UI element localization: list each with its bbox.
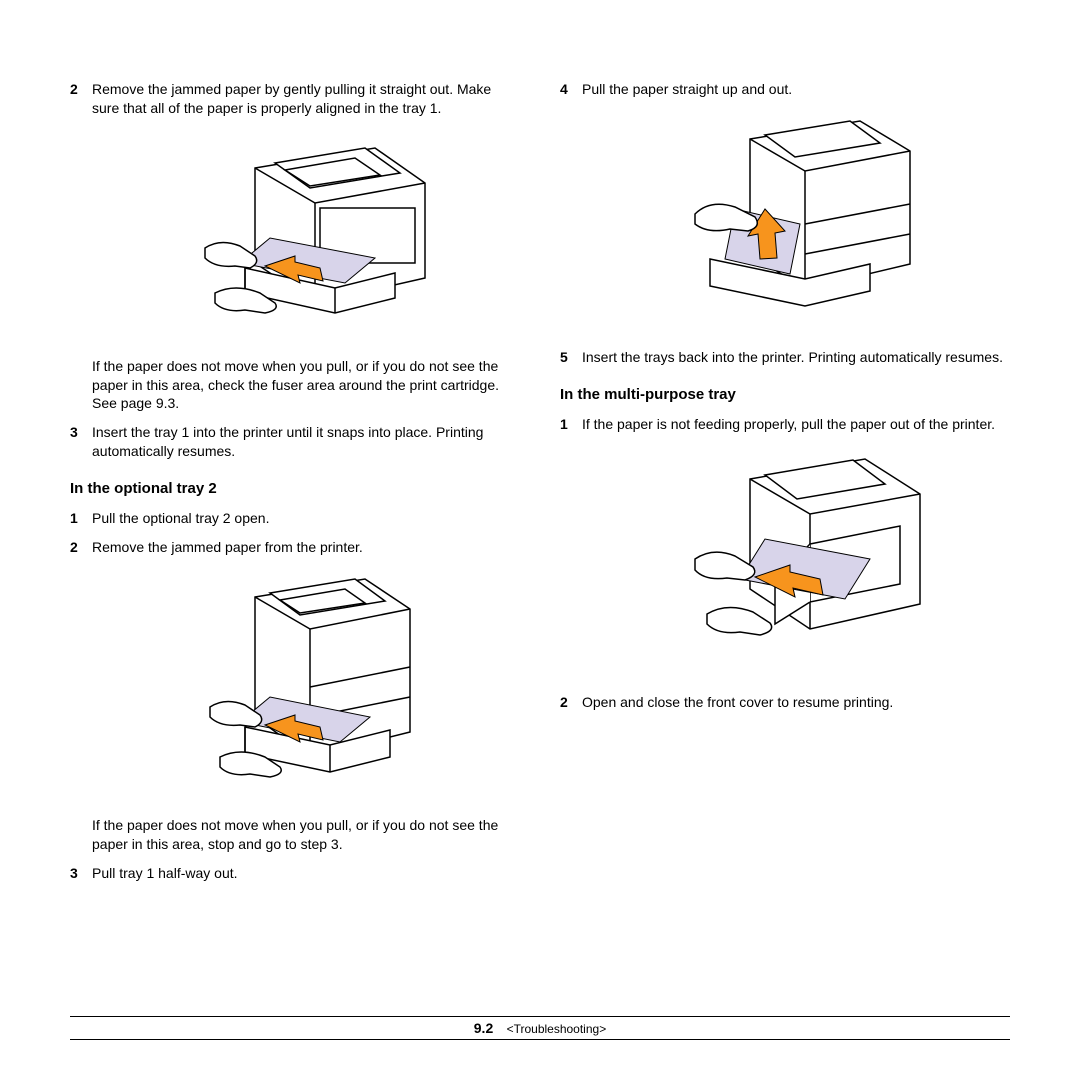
section-name: <Troubleshooting> [507, 1022, 607, 1036]
step-number: 4 [560, 80, 582, 99]
step-2-note: If the paper does not move when you pull… [92, 357, 520, 414]
step-text: Open and close the front cover to resume… [582, 693, 1010, 712]
step-4: 4 Pull the paper straight up and out. [560, 80, 1010, 99]
step-text: Pull the optional tray 2 open. [92, 509, 520, 528]
step-number: 3 [70, 423, 92, 461]
step-number: 2 [560, 693, 582, 712]
heading-optional-tray: In the optional tray 2 [70, 479, 520, 499]
step-3: 3 Insert the tray 1 into the printer unt… [70, 423, 520, 461]
step-number: 1 [560, 415, 582, 434]
step-text: Insert the tray 1 into the printer until… [92, 423, 520, 461]
step-text: If the paper is not feeding properly, pu… [582, 415, 1010, 434]
step-2: 2 Remove the jammed paper by gently pull… [70, 80, 520, 118]
heading-multipurpose-tray: In the multi-purpose tray [560, 385, 1010, 405]
figure-tray1-pull [70, 128, 520, 343]
mp-step-2: 2 Open and close the front cover to resu… [560, 693, 1010, 712]
right-column: 4 Pull the paper straight up and out. [560, 80, 1010, 893]
step-text: Remove the jammed paper from the printer… [92, 538, 520, 557]
figure-mp-tray [560, 444, 1010, 679]
step-number: 1 [70, 509, 92, 528]
step-5: 5 Insert the trays back into the printer… [560, 348, 1010, 367]
figure-pull-up [560, 109, 1010, 334]
step-text: Remove the jammed paper by gently pullin… [92, 80, 520, 118]
page-footer: 9.2 <Troubleshooting> [70, 1016, 1010, 1040]
step-text: Pull tray 1 half-way out. [92, 864, 520, 883]
optional-note: If the paper does not move when you pull… [92, 816, 520, 854]
mp-step-1: 1 If the paper is not feeding properly, … [560, 415, 1010, 434]
step-text: Insert the trays back into the printer. … [582, 348, 1010, 367]
step-number: 5 [560, 348, 582, 367]
optional-step-3: 3 Pull tray 1 half-way out. [70, 864, 520, 883]
figure-tray2-pull [70, 567, 520, 802]
optional-step-1: 1 Pull the optional tray 2 open. [70, 509, 520, 528]
two-column-layout: 2 Remove the jammed paper by gently pull… [70, 80, 1010, 893]
manual-page: 2 Remove the jammed paper by gently pull… [0, 0, 1080, 1080]
left-column: 2 Remove the jammed paper by gently pull… [70, 80, 520, 893]
page-number: 9.2 [474, 1020, 493, 1036]
step-text: Pull the paper straight up and out. [582, 80, 1010, 99]
step-number: 3 [70, 864, 92, 883]
optional-step-2: 2 Remove the jammed paper from the print… [70, 538, 520, 557]
step-number: 2 [70, 80, 92, 118]
step-number: 2 [70, 538, 92, 557]
